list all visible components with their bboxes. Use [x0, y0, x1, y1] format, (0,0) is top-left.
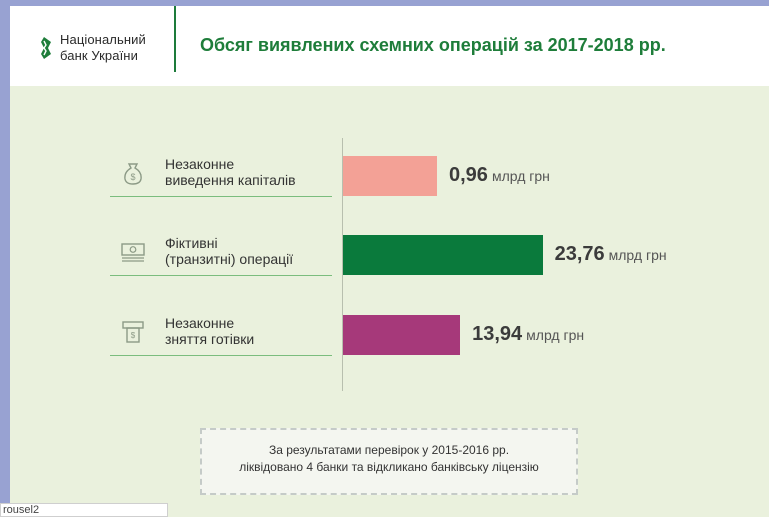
nbu-logo-text: Національний банк України: [60, 32, 146, 64]
money-bag-icon: $: [120, 160, 146, 186]
header: Національний банк України Обсяг виявлени…: [10, 6, 769, 86]
left-strip: [0, 0, 10, 517]
bar: [343, 156, 437, 196]
nbu-logo-icon: [41, 37, 51, 59]
svg-text:$: $: [130, 172, 135, 182]
data-label-value: 23,76: [554, 243, 605, 265]
category-row: $ Незаконне виведення капіталів: [110, 156, 332, 197]
chart-title: Обсяг виявлених схемних операцій за 2017…: [200, 35, 666, 55]
data-label-unit: млрд грн: [491, 168, 550, 184]
note-box: За результатами перевірок у 2015-2016 рр…: [200, 428, 578, 495]
bar: [343, 315, 461, 355]
logo-line-2: банк України: [60, 48, 138, 63]
category-row: $ Незаконне зняття готівки: [110, 315, 332, 356]
note-line-2: ліквідовано 4 банки та відкликано банків…: [239, 460, 539, 474]
top-strip: [0, 0, 769, 6]
category-label: Незаконне виведення капіталів: [165, 156, 296, 188]
data-label: 13,94 млрд грн: [472, 323, 584, 346]
infographic: Національний банк України Обсяг виявлени…: [10, 6, 769, 517]
category-label-line-2: зняття готівки: [165, 331, 255, 347]
note-line-1: За результатами перевірок у 2015-2016 рр…: [268, 443, 510, 457]
data-label-unit: млрд грн: [608, 247, 667, 263]
bar: [343, 235, 543, 275]
data-label-unit: млрд грн: [526, 327, 585, 343]
category-row: Фіктивні (транзитні) операції: [110, 235, 332, 276]
category-label: Фіктивні (транзитні) операції: [165, 235, 293, 267]
category-label-line-2: (транзитні) операції: [165, 251, 294, 267]
data-label-value: 0,96: [449, 164, 488, 186]
atm-icon: $: [120, 319, 146, 345]
data-label: 23,76 млрд грн: [555, 243, 667, 266]
category-label: Незаконне зняття готівки: [165, 315, 254, 347]
chart-axis: [342, 138, 343, 391]
category-label-line-1: Незаконне: [165, 156, 235, 172]
data-label-value: 13,94: [472, 323, 523, 345]
category-label-line-1: Фіктивні: [165, 235, 218, 251]
data-label: 0,96 млрд грн: [449, 164, 550, 187]
header-divider: [174, 6, 176, 72]
svg-text:$: $: [131, 331, 136, 340]
category-label-line-1: Незаконне: [165, 315, 235, 331]
status-bar: rousel2: [0, 503, 168, 517]
logo-line-1: Національний: [60, 32, 146, 47]
category-label-line-2: виведення капіталів: [165, 172, 296, 188]
banknote-icon: [120, 239, 146, 265]
